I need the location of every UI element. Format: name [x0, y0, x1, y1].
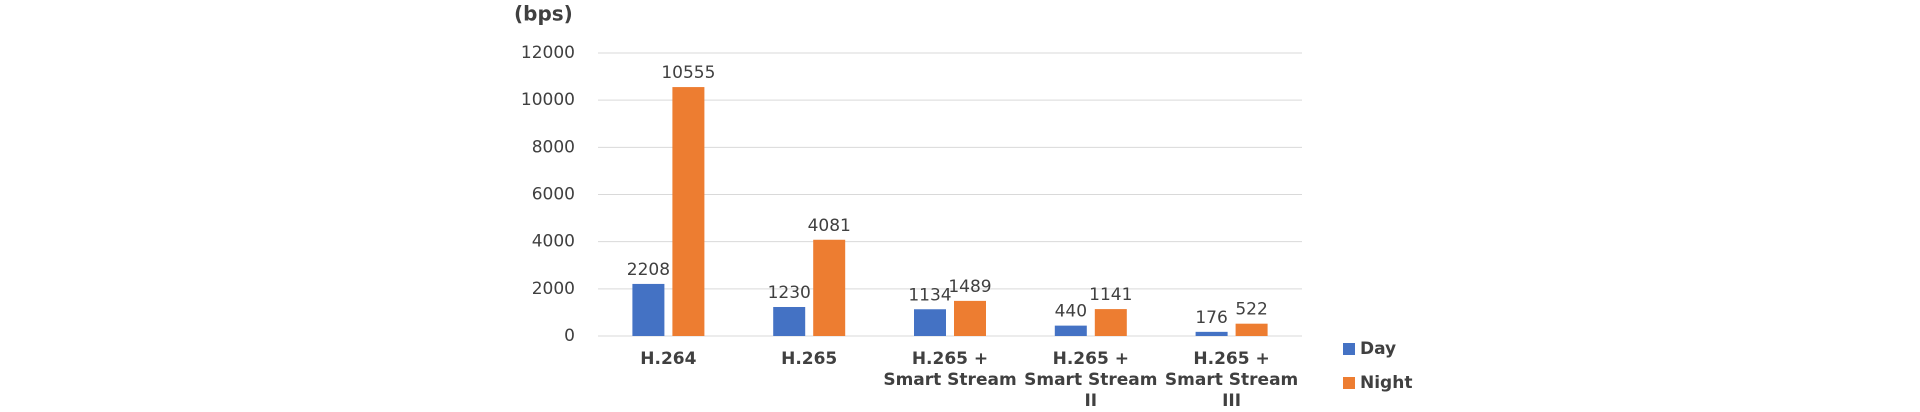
bar: [773, 306, 806, 336]
data-label: 522: [1235, 300, 1267, 320]
legend-swatch: [1343, 377, 1355, 389]
y-tick-label: 2000: [532, 279, 575, 299]
data-label: 176: [1195, 308, 1227, 328]
data-label: 1141: [1089, 285, 1132, 305]
x-tick-label: H.265 + Smart Stream: [883, 349, 1017, 390]
data-label: 440: [1055, 302, 1087, 322]
data-label: 1134: [908, 285, 951, 305]
y-tick-label: 8000: [532, 137, 575, 157]
bar: [1235, 323, 1268, 336]
bar: [1054, 325, 1087, 336]
bar: [672, 87, 705, 337]
legend-label: Day: [1360, 339, 1396, 359]
y-tick-label: 0: [564, 326, 575, 346]
y-tick-label: 12000: [521, 43, 575, 63]
bar: [813, 239, 846, 336]
data-label: 1230: [768, 283, 811, 303]
data-label: 1489: [948, 277, 991, 297]
y-tick-label: 4000: [532, 232, 575, 252]
page: (bps) 0 2000 4000 6000 8000 10000 12000 2208 105…: [514, 1, 1413, 411]
y-axis-label: (bps): [514, 2, 573, 26]
y-tick-label: 10000: [521, 90, 575, 110]
bar: [632, 283, 665, 336]
legend-label: Night: [1360, 373, 1412, 393]
y-tick-label: 6000: [532, 185, 575, 205]
data-label: 2208: [627, 260, 670, 280]
x-tick-label: H.265 + Smart Stream III: [1164, 349, 1299, 411]
bar: [1195, 331, 1228, 336]
bar: [954, 300, 986, 336]
data-label: 4081: [808, 216, 851, 236]
bar: [1094, 309, 1127, 336]
data-label: 10555: [661, 63, 715, 83]
bar: [914, 309, 946, 336]
chart: (bps) 0 2000 4000 6000 8000 10000 12000 2208 105…: [514, 2, 1412, 394]
legend-swatch: [1343, 343, 1355, 355]
x-tick-label: H.265: [781, 349, 838, 369]
x-tick-label: H.265 + Smart Stream II: [1024, 349, 1158, 411]
x-tick-label: H.264: [640, 349, 697, 369]
